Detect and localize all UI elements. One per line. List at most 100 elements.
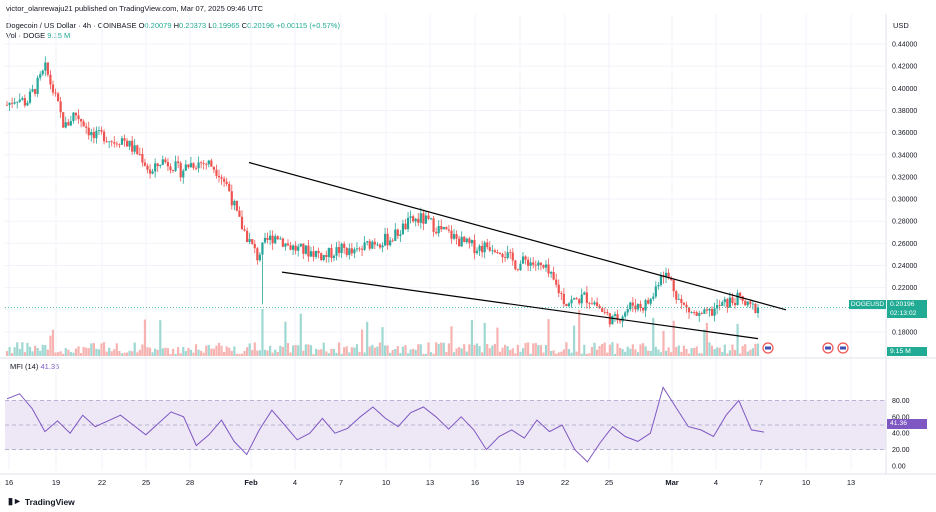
- volume-bar: [21, 342, 24, 356]
- volume-bar: [613, 353, 617, 356]
- candle-body: [713, 308, 716, 316]
- event-flag-icon: [765, 346, 771, 350]
- volume-bar: [435, 342, 438, 356]
- volume-bar: [657, 349, 660, 356]
- candle-body: [31, 89, 34, 92]
- candle-body: [468, 238, 471, 244]
- volume-bar: [713, 349, 716, 356]
- candle-body: [18, 99, 21, 102]
- candle-body: [302, 243, 305, 254]
- candle-body: [667, 272, 670, 279]
- volume-bar: [736, 323, 739, 356]
- candle-body: [532, 262, 535, 265]
- volume-bar: [177, 347, 180, 356]
- volume-bar: [355, 344, 359, 356]
- price-tick-label: 0.22000: [892, 285, 917, 292]
- volume-bar: [654, 346, 657, 356]
- candle-body: [21, 98, 24, 100]
- candle-body: [5, 104, 9, 106]
- volume-bar: [74, 348, 78, 356]
- candle-body: [675, 291, 678, 300]
- candle-body: [417, 218, 420, 223]
- candle-body: [636, 303, 640, 310]
- volume-bar: [281, 346, 284, 356]
- symbol-name[interactable]: Dogecoin / US Dollar · 4h · COINBASE: [6, 21, 137, 30]
- volume-bar: [731, 344, 734, 356]
- volume-bar: [549, 350, 553, 356]
- candle-body: [606, 312, 609, 314]
- volume-bar: [404, 345, 407, 356]
- volume-bar: [680, 351, 683, 356]
- volume-bar: [406, 353, 410, 356]
- candle-body: [744, 300, 747, 306]
- mfi-legend: MFI (14) 41.36: [10, 362, 59, 371]
- tradingview-logo-icon: ▮►: [8, 496, 22, 506]
- volume-bar: [291, 345, 295, 356]
- candle-body: [670, 278, 673, 280]
- candle-body: [118, 144, 121, 146]
- candle-body: [739, 292, 742, 297]
- volume-bar: [547, 319, 550, 356]
- volume-bar: [386, 345, 389, 356]
- volume-bar: [141, 344, 144, 356]
- volume-bar: [710, 345, 714, 356]
- volume-bar: [317, 349, 320, 356]
- volume-bar: [664, 350, 668, 356]
- candle-body: [733, 302, 737, 306]
- symbol-price-tag[interactable]: DOGEUSD: [849, 300, 886, 309]
- candle-body: [557, 284, 560, 294]
- candle-body: [491, 250, 494, 252]
- volume-bar: [733, 349, 737, 356]
- candle-body: [322, 254, 325, 261]
- candle-body: [105, 141, 108, 143]
- volume-bar: [51, 329, 55, 356]
- candle-body: [151, 171, 154, 174]
- time-tick-label: 13: [426, 478, 434, 487]
- candle-body: [427, 215, 430, 219]
- candle-body: [631, 302, 634, 306]
- candle-body: [123, 138, 126, 141]
- candle-body: [225, 181, 228, 184]
- mfi-legend-label[interactable]: MFI (14): [10, 362, 39, 371]
- volume-bar: [136, 352, 139, 356]
- candle-body: [572, 298, 576, 300]
- candle-body: [703, 309, 706, 314]
- volume-bar: [519, 351, 522, 356]
- volume-bar: [337, 342, 341, 356]
- time-tick-label: 7: [759, 478, 763, 487]
- tradingview-brand[interactable]: ▮► TradingView: [8, 496, 75, 507]
- volume-bar: [662, 330, 665, 356]
- volume-bar: [151, 352, 154, 356]
- candle-body: [751, 303, 754, 305]
- candle-body: [327, 247, 330, 258]
- volume-bar: [143, 319, 147, 356]
- volume-bar: [749, 349, 752, 356]
- candle-body: [355, 248, 359, 250]
- volume-bar: [56, 352, 60, 356]
- price-tick-label: 0.40000: [892, 86, 917, 93]
- volume-bar: [432, 353, 435, 356]
- volume-bar: [560, 351, 563, 356]
- candle-body: [381, 245, 384, 248]
- volume-bar: [501, 347, 504, 356]
- volume-bar: [46, 349, 49, 356]
- currency-label[interactable]: USD: [893, 21, 909, 30]
- volume-bar: [700, 353, 703, 356]
- volume-bar: [529, 353, 532, 356]
- volume-bar: [271, 352, 274, 356]
- volume-bar: [192, 352, 195, 356]
- legend-change: +0.00115 (+0.57%): [276, 21, 340, 30]
- volume-bar: [703, 329, 706, 356]
- candle-body: [358, 248, 361, 250]
- mfi-tick-label: 80.00: [892, 398, 910, 405]
- candle-body: [54, 92, 57, 94]
- candle-body: [353, 249, 356, 254]
- candle-body: [143, 162, 147, 166]
- volume-bar: [427, 342, 430, 356]
- candle-body: [680, 298, 683, 303]
- volume-bar: [72, 352, 75, 356]
- candle-body: [613, 314, 617, 316]
- candle-body: [131, 140, 134, 152]
- candle-body: [659, 275, 663, 286]
